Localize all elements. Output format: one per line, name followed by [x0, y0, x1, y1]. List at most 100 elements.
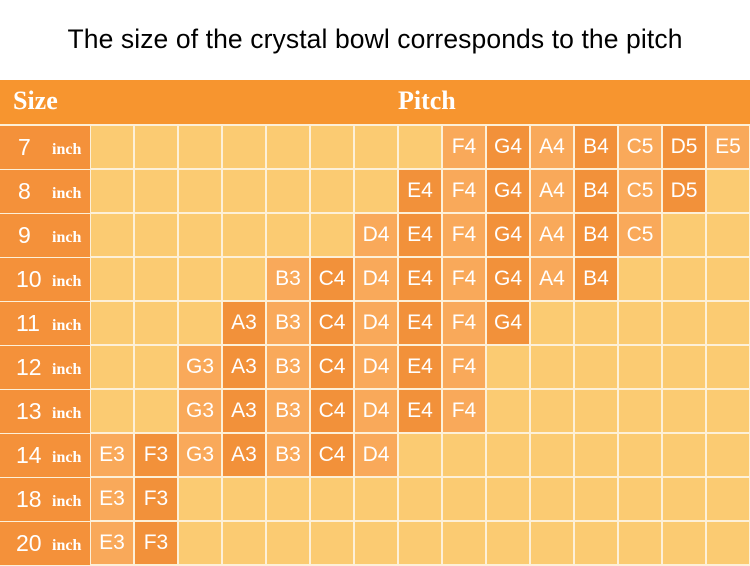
- size-unit: inch: [52, 229, 82, 246]
- size-value: 18: [16, 486, 42, 512]
- empty-cell: [619, 346, 661, 388]
- pitch-cell: A4: [531, 258, 573, 300]
- pitch-cell: E3: [91, 434, 133, 476]
- pitch-cell: D4: [355, 258, 397, 300]
- empty-cell: [223, 126, 265, 168]
- size-value: 8: [18, 178, 31, 204]
- table-row: 7 inch F4 G4 A4 B4 C5 D5 E5: [0, 125, 750, 169]
- empty-cell: [531, 302, 573, 344]
- empty-cell: [707, 302, 749, 344]
- pitch-cell: A4: [531, 170, 573, 212]
- size-cell: 20 inch: [0, 522, 90, 565]
- pitch-cell: F3: [135, 434, 177, 476]
- empty-cell: [575, 478, 617, 520]
- size-column-header: Size: [13, 86, 58, 115]
- empty-cell: [575, 434, 617, 476]
- empty-cell: [707, 478, 749, 520]
- empty-cell: [575, 390, 617, 432]
- empty-cell: [223, 214, 265, 256]
- empty-cell: [355, 126, 397, 168]
- table-row: 8 inch E4 F4 G4 A4 B4 C5 D5: [0, 169, 750, 213]
- size-cell: 18 inch: [0, 478, 90, 521]
- pitch-cell: D5: [663, 126, 705, 168]
- empty-cell: [135, 302, 177, 344]
- size-cell: 12 inch: [0, 346, 90, 389]
- pitch-cell: G3: [179, 434, 221, 476]
- empty-cell: [267, 126, 309, 168]
- empty-cell: [531, 390, 573, 432]
- pitch-cell: A3: [223, 346, 265, 388]
- empty-cell: [531, 522, 573, 564]
- pitch-cell: B4: [575, 170, 617, 212]
- empty-cell: [707, 258, 749, 300]
- empty-cell: [135, 390, 177, 432]
- empty-cell: [223, 478, 265, 520]
- size-value: 10: [16, 266, 42, 292]
- empty-cell: [311, 522, 353, 564]
- empty-cell: [707, 434, 749, 476]
- empty-cell: [575, 302, 617, 344]
- empty-cell: [663, 214, 705, 256]
- table-row: 13 inch G3 A3 B3 C4 D4 E4 F4: [0, 389, 750, 433]
- table-row: 10 inch B3 C4 D4 E4 F4 G4 A4 B4: [0, 257, 750, 301]
- pitch-cell: C4: [311, 346, 353, 388]
- size-unit: inch: [52, 361, 82, 378]
- empty-cell: [91, 214, 133, 256]
- pitch-cell: C5: [619, 214, 661, 256]
- empty-cell: [575, 346, 617, 388]
- size-cell: 9 inch: [0, 214, 90, 257]
- empty-cell: [619, 258, 661, 300]
- pitch-cell: G4: [487, 302, 529, 344]
- empty-cell: [619, 390, 661, 432]
- pitch-cell: G3: [179, 390, 221, 432]
- size-unit: inch: [52, 273, 82, 290]
- empty-cell: [619, 522, 661, 564]
- size-value: 11: [16, 310, 40, 336]
- table-row: 18 inch E3 F3: [0, 477, 750, 521]
- empty-cell: [443, 522, 485, 564]
- pitch-column-header: Pitch: [398, 86, 456, 115]
- empty-cell: [311, 126, 353, 168]
- empty-cell: [487, 522, 529, 564]
- pitch-cell: D4: [355, 434, 397, 476]
- empty-cell: [487, 390, 529, 432]
- empty-cell: [91, 346, 133, 388]
- empty-cell: [531, 434, 573, 476]
- empty-cell: [707, 522, 749, 564]
- pitch-cell: G3: [179, 346, 221, 388]
- pitch-cell: C4: [311, 258, 353, 300]
- size-cell: 13 inch: [0, 390, 90, 433]
- pitch-cell: E5: [707, 126, 749, 168]
- empty-cell: [355, 478, 397, 520]
- pitch-cell: F4: [443, 214, 485, 256]
- pitch-cell: E4: [399, 258, 441, 300]
- empty-cell: [663, 434, 705, 476]
- pitch-cell: E4: [399, 302, 441, 344]
- table-header: Size Pitch: [0, 80, 750, 124]
- empty-cell: [135, 214, 177, 256]
- pitch-cell: B4: [575, 258, 617, 300]
- size-unit: inch: [52, 317, 82, 334]
- empty-cell: [135, 346, 177, 388]
- pitch-cell: G4: [487, 126, 529, 168]
- empty-cell: [179, 302, 221, 344]
- pitch-cell: D5: [663, 170, 705, 212]
- empty-cell: [267, 478, 309, 520]
- size-cell: 11 inch: [0, 302, 90, 345]
- empty-cell: [619, 478, 661, 520]
- pitch-cell: A4: [531, 126, 573, 168]
- pitch-cell: D4: [355, 302, 397, 344]
- empty-cell: [663, 302, 705, 344]
- table-row: 12 inch G3 A3 B3 C4 D4 E4 F4: [0, 345, 750, 389]
- pitch-cell: C5: [619, 126, 661, 168]
- size-unit: inch: [52, 185, 82, 202]
- pitch-cell: B3: [267, 434, 309, 476]
- size-cell: 10 inch: [0, 258, 90, 301]
- empty-cell: [443, 434, 485, 476]
- table-row: 14 inch E3 F3 G3 A3 B3 C4 D4: [0, 433, 750, 477]
- size-value: 7: [18, 134, 31, 160]
- pitch-cell: F4: [443, 258, 485, 300]
- empty-cell: [267, 214, 309, 256]
- empty-cell: [223, 170, 265, 212]
- empty-cell: [663, 522, 705, 564]
